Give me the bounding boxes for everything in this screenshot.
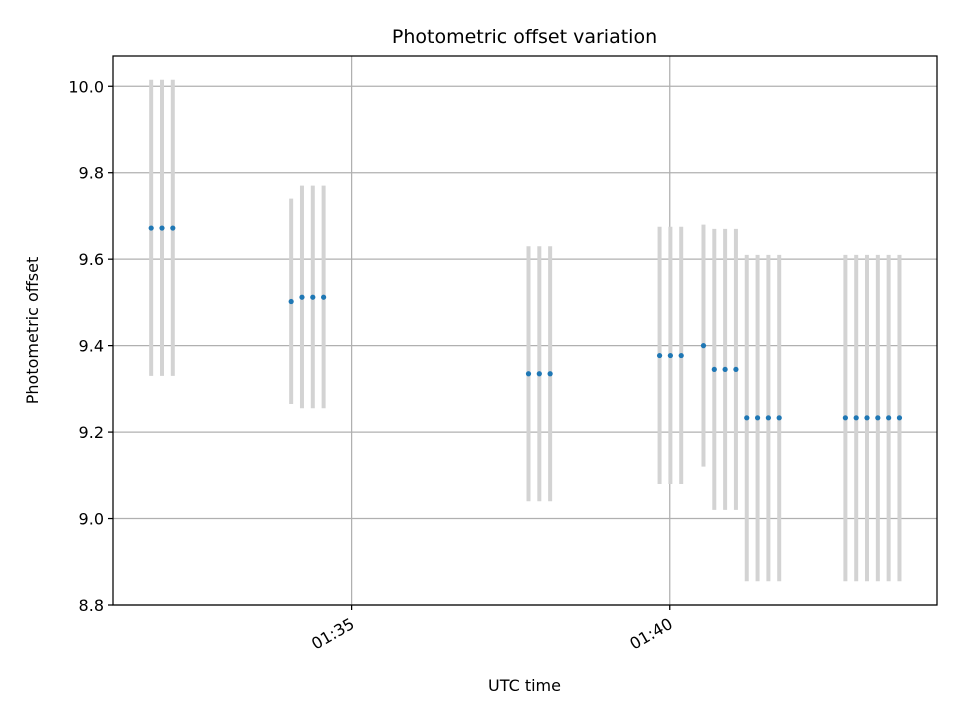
data-point	[886, 415, 892, 421]
data-point	[547, 371, 553, 377]
y-tick-label: 9.4	[79, 337, 104, 356]
data-point	[310, 294, 316, 300]
plot-frame	[112, 55, 938, 606]
y-tick-label: 10.0	[68, 77, 104, 96]
chart-title: Photometric offset variation	[392, 26, 657, 48]
data-point	[842, 415, 848, 421]
data-point	[875, 415, 881, 421]
data-point	[299, 294, 305, 300]
data-point	[667, 352, 673, 359]
data-point	[711, 366, 717, 373]
data-points	[148, 225, 903, 421]
data-point	[288, 298, 294, 305]
y-axis-label: Photometric offset	[23, 257, 42, 405]
data-point	[321, 294, 327, 300]
data-point	[776, 415, 782, 421]
data-point	[656, 352, 663, 359]
data-point	[722, 366, 728, 373]
data-point	[536, 371, 542, 377]
data-point	[765, 415, 771, 421]
y-tick-label: 9.2	[79, 423, 104, 442]
y-tick-label: 8.8	[79, 596, 104, 615]
data-point	[525, 371, 532, 377]
data-point	[733, 366, 739, 373]
data-point	[744, 415, 750, 421]
y-tick-label: 9.6	[79, 250, 104, 269]
data-point	[700, 343, 707, 349]
y-tick-label: 9.8	[79, 164, 104, 183]
x-axis-label: UTC time	[488, 676, 561, 695]
data-point	[754, 415, 761, 421]
data-point	[170, 225, 176, 231]
data-point	[159, 225, 165, 231]
data-point	[853, 415, 859, 421]
data-point	[896, 415, 903, 421]
data-point	[678, 352, 684, 359]
data-point	[864, 415, 870, 421]
data-point	[148, 225, 154, 231]
y-tick-label: 9.0	[79, 510, 104, 529]
